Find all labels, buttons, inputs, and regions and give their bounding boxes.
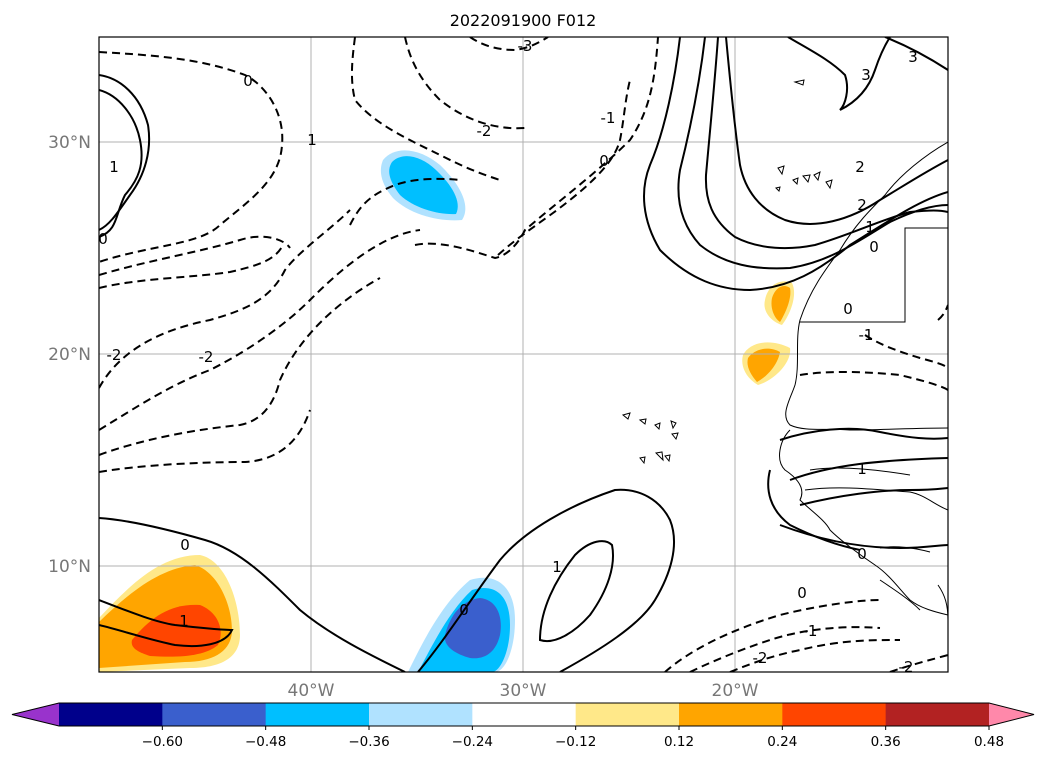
contour-label: 1 xyxy=(552,558,562,576)
colorbar-swatch xyxy=(59,703,163,726)
colorbar-tick-label: 0.24 xyxy=(767,734,797,750)
contour-label: -2 xyxy=(199,348,214,366)
contour-negative-dashed xyxy=(99,37,948,672)
colorbar-tick-label: −0.24 xyxy=(452,734,493,750)
shaded-region-southwest xyxy=(99,555,240,672)
contour-label: 0 xyxy=(243,72,253,90)
contour-labels: 0 1 1 0 -2 -2 -3 -2 -1 0 0 1 0 1 3 3 2 2… xyxy=(98,37,918,676)
contour-positive-solid xyxy=(99,37,948,672)
contour-label: -2 xyxy=(899,658,914,676)
contour-label: 3 xyxy=(908,48,918,66)
contour-label: -1 xyxy=(803,622,818,640)
lon-tick-label: 30°W xyxy=(500,681,547,701)
shaded-region-northeast xyxy=(742,281,795,385)
colorbar-swatch xyxy=(575,703,680,726)
contour-label: -2 xyxy=(107,346,122,364)
colorbar-tick-label: −0.36 xyxy=(348,734,389,750)
contour-label: 1 xyxy=(109,158,119,176)
contour-label: 0 xyxy=(869,238,879,256)
contour-label: 1 xyxy=(865,218,875,236)
coastlines xyxy=(621,79,948,621)
colorbar-swatch xyxy=(369,703,473,726)
colorbar-swatch xyxy=(265,703,370,726)
contour-label: -2 xyxy=(753,649,768,667)
contour-label: -1 xyxy=(859,326,874,344)
colorbar-tick-label: 0.48 xyxy=(974,734,1004,750)
colorbar: −0.60 −0.48 −0.36 −0.24 −0.12 0.12 0.24 0.36 0.4… xyxy=(11,702,1035,750)
shaded-region-north xyxy=(380,150,466,221)
colorbar-tick-label: −0.48 xyxy=(245,734,286,750)
colorbar-extend-max xyxy=(989,703,1034,726)
colorbar-tick-label: 0.12 xyxy=(664,734,694,750)
colorbar-extend-min xyxy=(12,703,59,726)
lat-tick-label: 20°N xyxy=(48,345,91,365)
colorbar-swatch xyxy=(162,703,267,726)
shaded-region-south-central xyxy=(408,577,515,672)
contour-label: 3 xyxy=(861,66,871,84)
contour-label: 0 xyxy=(843,300,853,318)
lon-tick-label: 40°W xyxy=(288,681,335,701)
contour-label: 1 xyxy=(307,131,317,149)
colorbar-swatch xyxy=(679,703,783,726)
map-frame xyxy=(98,36,949,673)
contour-label: 0 xyxy=(180,536,190,554)
contour-lines xyxy=(99,37,948,672)
contour-label: -3 xyxy=(518,37,533,55)
map-plot-area: 0 1 1 0 -2 -2 -3 -2 -1 0 0 1 0 1 3 3 2 2… xyxy=(98,37,948,676)
contour-label: 2 xyxy=(855,158,865,176)
contour-label: -1 xyxy=(601,109,616,127)
colorbar-swatch xyxy=(472,703,577,726)
contour-label: 0 xyxy=(98,230,108,248)
lon-tick-label: 20°W xyxy=(712,681,759,701)
contour-label: 0 xyxy=(599,152,609,170)
lat-tick-label: 30°N xyxy=(48,133,91,153)
contour-label: 1 xyxy=(179,612,189,630)
contour-label: -2 xyxy=(477,122,492,140)
contour-label: 0 xyxy=(459,601,469,619)
lat-tick-label: 10°N xyxy=(48,557,91,577)
colorbar-swatch xyxy=(782,703,887,726)
chart-title: 2022091900 F012 xyxy=(450,11,597,30)
colorbar-tick-label: 0.36 xyxy=(871,734,901,750)
contour-label: 0 xyxy=(857,545,867,563)
contour-label: 1 xyxy=(857,460,867,478)
contour-label: 2 xyxy=(857,196,867,214)
colorbar-swatch xyxy=(885,703,990,726)
colorbar-outline xyxy=(11,702,1035,727)
colorbar-tick-label: −0.60 xyxy=(142,734,183,750)
colorbar-tick-label: −0.12 xyxy=(555,734,596,750)
contour-label: 0 xyxy=(797,584,807,602)
